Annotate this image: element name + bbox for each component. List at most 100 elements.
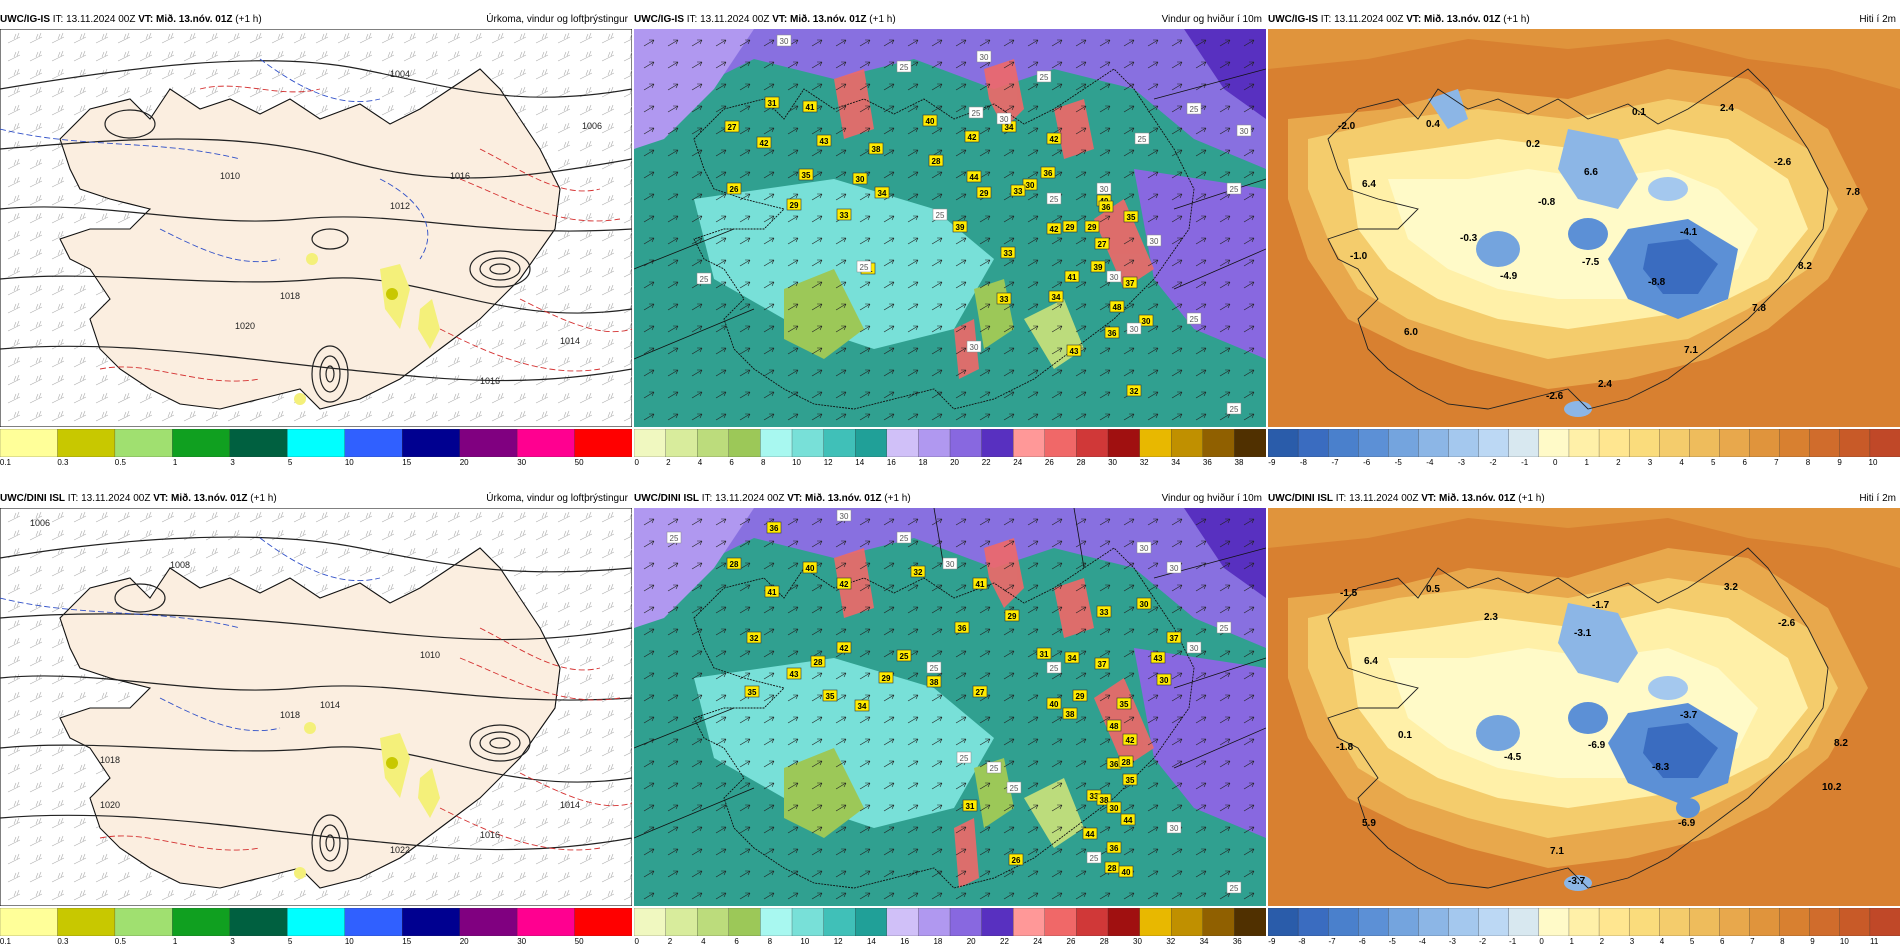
temperature-label: 10.2 <box>1822 782 1842 793</box>
gust-label: 36 <box>766 521 782 534</box>
svg-text:1018: 1018 <box>100 755 120 765</box>
svg-text:35: 35 <box>748 688 757 697</box>
product-title: Hiti í 2m <box>1859 493 1896 504</box>
svg-text:43: 43 <box>1070 347 1079 356</box>
colorbar-tick-label: 10 <box>1868 458 1878 467</box>
svg-text:29: 29 <box>1088 223 1097 232</box>
gust-label: 33 <box>1010 184 1026 197</box>
colorbar-swatch <box>574 429 632 457</box>
colorbar-tick-label: 6 <box>1742 458 1748 467</box>
gust-label: 43 <box>816 134 832 147</box>
colorbar-tick-label: 28 <box>1076 458 1086 467</box>
colorbar-swatch <box>1139 429 1172 457</box>
gust-label: 26 <box>1008 853 1024 866</box>
isobar-labels: 1004 1006 1010 1012 1016 1018 1014 1020 … <box>220 69 602 386</box>
svg-text:35: 35 <box>1126 776 1135 785</box>
colorbar-tick-label: 5 <box>1689 937 1695 946</box>
gust-label: 41 <box>972 577 988 590</box>
colorbar-tick-label: 10 <box>792 458 802 467</box>
colorbar-tick-label: 26 <box>1066 937 1076 946</box>
colorbar-swatch <box>886 908 920 936</box>
colorbar-tick-label: 2 <box>1616 458 1621 467</box>
gust-label: 36 <box>954 621 970 634</box>
temperature-label: -3.7 <box>1680 710 1698 721</box>
colorbar-tick-label: 30 <box>1133 937 1142 946</box>
colorbar-swatch <box>1448 908 1480 936</box>
svg-text:42: 42 <box>840 580 849 589</box>
valid-time: VT: Mið. 13.nóv. 01Z <box>1421 493 1516 504</box>
model-name: UWC/DINI ISL <box>0 493 65 504</box>
svg-text:30: 30 <box>840 512 849 521</box>
colorbar-swatch <box>1076 429 1109 457</box>
svg-text:34: 34 <box>1068 654 1077 663</box>
svg-text:29: 29 <box>1008 612 1017 621</box>
wind-speed-label: 30 <box>776 34 792 47</box>
gust-label: 48 <box>1106 719 1122 732</box>
svg-text:30: 30 <box>1026 181 1035 190</box>
colorbar-swatch <box>57 908 116 936</box>
colorbar-tick-label: 14 <box>855 458 865 467</box>
colorbar-tick-label: 0.1 <box>0 937 12 946</box>
colorbar-swatch <box>57 429 116 457</box>
colorbar-swatch <box>1659 429 1690 457</box>
gust-label: 44 <box>1120 813 1136 826</box>
gust-label: 33 <box>836 208 852 221</box>
svg-text:25: 25 <box>670 534 679 543</box>
temperature-label: -2.0 <box>1338 121 1356 132</box>
colorbar-tick-label: 20 <box>459 458 469 467</box>
isobars <box>0 536 632 872</box>
gust-label: 42 <box>836 641 852 654</box>
svg-text:38: 38 <box>1066 710 1075 719</box>
svg-text:34: 34 <box>1052 293 1061 302</box>
svg-text:40: 40 <box>806 564 815 573</box>
svg-text:42: 42 <box>1126 736 1135 745</box>
colorbar-swatch <box>728 908 762 936</box>
temp-ticks: -9 -8 -7 -6 -5 -4 -3 -2 -1 0 1 2 3 4 5 6 7 8 9 10 <box>1268 458 1900 470</box>
svg-text:43: 43 <box>1154 654 1163 663</box>
temperature-label: -6.9 <box>1588 740 1606 751</box>
svg-text:41: 41 <box>1068 273 1077 282</box>
wind-speed-label: 25 <box>1216 621 1232 634</box>
svg-text:1014: 1014 <box>560 800 580 810</box>
gust-label: 42 <box>756 136 772 149</box>
blue-dashed-contours <box>0 537 381 732</box>
colorbar-swatch <box>1809 429 1841 457</box>
colorbar-swatch <box>1839 908 1871 936</box>
svg-text:25: 25 <box>900 534 909 543</box>
colorbar-swatch <box>886 429 920 457</box>
colorbar-tick-label: 0 <box>1539 937 1544 946</box>
temperature-label: -1.5 <box>1340 588 1358 599</box>
svg-text:25: 25 <box>1230 185 1239 194</box>
colorbar-tick-label: 18 <box>918 458 928 467</box>
gust-label: 42 <box>1046 222 1062 235</box>
colorbar-tick-label: 4 <box>701 937 706 946</box>
colorbar-swatch <box>1689 429 1721 457</box>
colorbar-tick-label: 5 <box>287 937 293 946</box>
colorbar-swatch <box>1568 429 1600 457</box>
colorbar-swatch <box>791 908 825 936</box>
svg-text:42: 42 <box>1050 135 1059 144</box>
svg-text:40: 40 <box>1122 868 1131 877</box>
svg-text:30: 30 <box>780 37 789 46</box>
svg-text:30: 30 <box>1130 325 1139 334</box>
colorbar-swatch <box>949 429 983 457</box>
colorbar-tick-label: 5 <box>287 458 293 467</box>
svg-text:26: 26 <box>1012 856 1021 865</box>
colorbar-tick-label: 30 <box>517 458 527 467</box>
colorbar-swatch <box>287 908 346 936</box>
colorbar-tick-label: 4 <box>697 458 703 467</box>
colorbar-swatch <box>1598 908 1630 936</box>
gust-label: 43 <box>1066 344 1082 357</box>
temperature-label: 0.1 <box>1398 730 1412 741</box>
colorbar-tick-label: 36 <box>1202 458 1212 467</box>
svg-text:36: 36 <box>770 524 779 533</box>
wind-ticks: 0 2 4 6 8 10 12 14 16 18 20 22 24 26 28 30 32 34 36 <box>634 937 1266 949</box>
colorbar-tick-label: 50 <box>574 937 584 946</box>
gust-label: 41 <box>1064 270 1080 283</box>
gust-label: 37 <box>1122 276 1138 289</box>
svg-text:29: 29 <box>882 674 891 683</box>
temperature-labels: -2.0 0.4 0.2 0.1 2.4 -2.6 7.8 6.4 6.6 -0.8 -0.3 -1.… <box>1338 103 1860 402</box>
colorbar-tick-label: 24 <box>1033 937 1043 946</box>
colorbar-tick-label: 16 <box>886 458 896 467</box>
